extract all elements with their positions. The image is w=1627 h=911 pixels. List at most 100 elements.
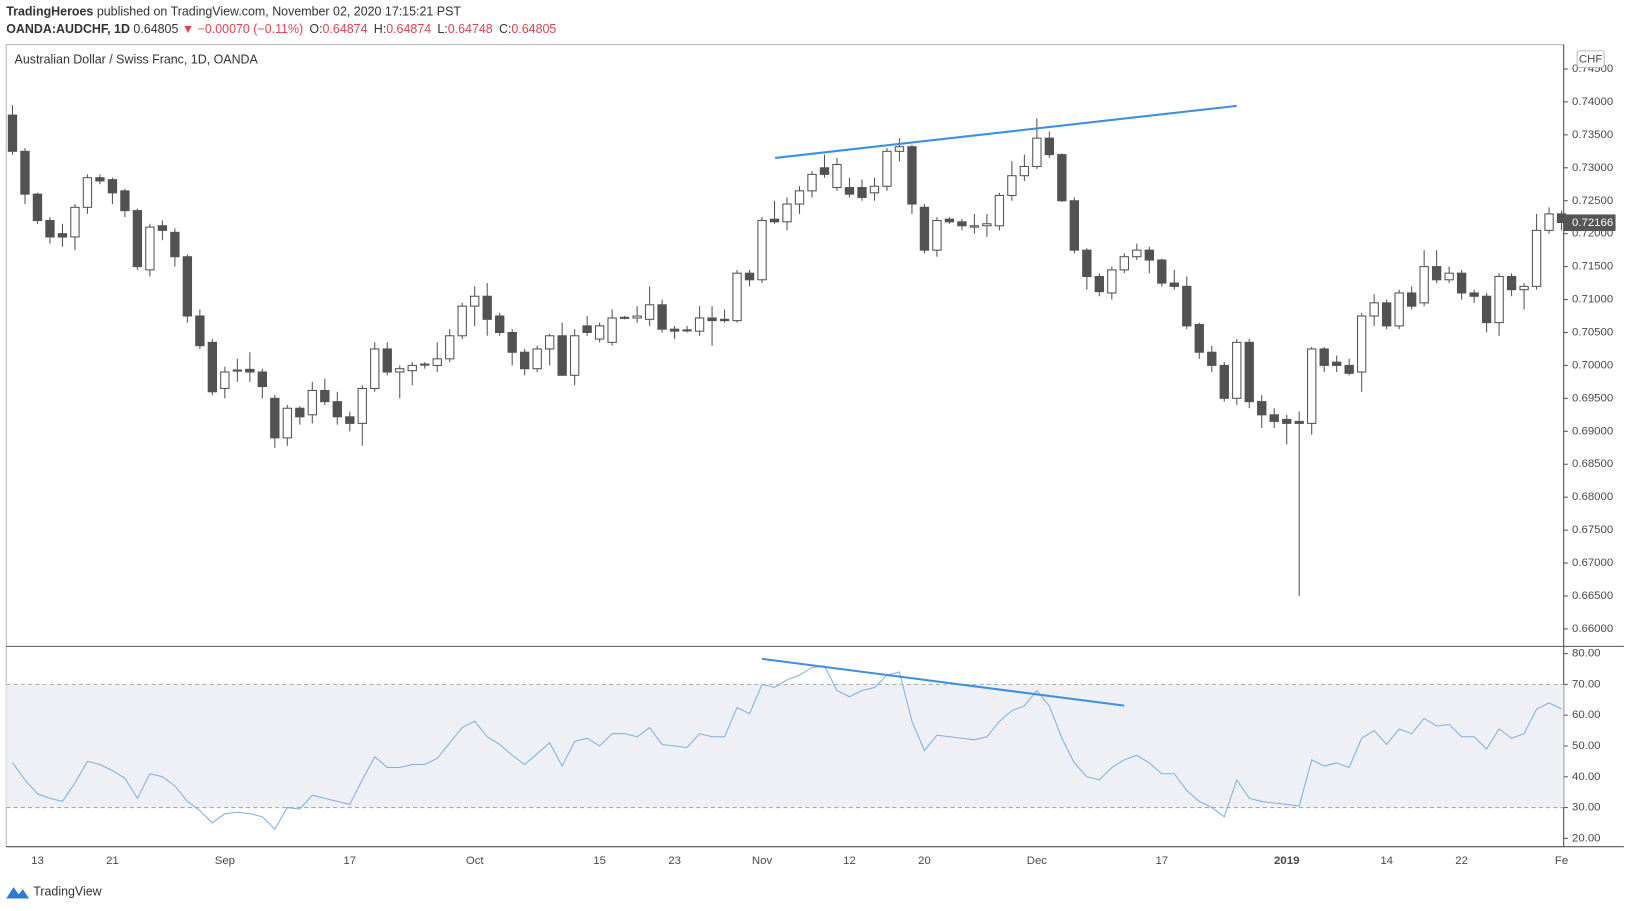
- candle-body: [370, 348, 380, 389]
- ohlc-value: 0.64805: [511, 22, 556, 36]
- candle-body: [1257, 401, 1267, 416]
- candle-body: [1032, 137, 1042, 168]
- candle-body: [1381, 302, 1392, 327]
- candle-body: [782, 203, 792, 223]
- y-tick-label: 0.68000: [1572, 491, 1613, 503]
- candle-body: [1069, 200, 1080, 251]
- candle-body: [482, 295, 492, 320]
- candle-body: [569, 335, 580, 376]
- candle-body: [345, 416, 355, 424]
- candle-body: [832, 163, 842, 189]
- ohlc-key: C:: [499, 22, 511, 36]
- candle-body: [1207, 351, 1217, 366]
- candle-body: [307, 389, 317, 416]
- candle-body: [82, 177, 93, 208]
- candle-body: [357, 387, 367, 424]
- candle-body: [295, 407, 305, 418]
- y-tick-label: 0.68500: [1572, 458, 1613, 470]
- x-tick-label: 17: [1155, 855, 1168, 867]
- x-tick-label: Sep: [215, 855, 235, 867]
- candle-body: [7, 114, 18, 152]
- y-tick-label: 50.00: [1572, 740, 1601, 752]
- header-line: TradingHeroes published on TradingView.c…: [6, 5, 461, 19]
- candle-body: [757, 219, 767, 281]
- candle-body: [32, 193, 43, 222]
- plot: 0.66000 0.66500 0.67000 0.67500 0.68000 0.685…: [6, 63, 1616, 867]
- y-tick-label: 0.70500: [1572, 326, 1613, 338]
- y-tick-label: 0.66500: [1572, 590, 1613, 602]
- candle-body: [1357, 315, 1367, 373]
- x-tick-label: 12: [843, 855, 856, 867]
- x-tick-label: 13: [31, 855, 44, 867]
- symbol-line: OANDA:AUDCHF, 1D 0.64805 ▼ −0.00070 (−0.…: [6, 22, 556, 36]
- candle-body: [694, 317, 705, 332]
- candle-body: [769, 218, 780, 223]
- y-tick-label: 0.71000: [1572, 294, 1613, 306]
- x-tick-label: 15: [593, 855, 606, 867]
- candle-body: [1157, 259, 1167, 284]
- candle-body: [495, 315, 505, 334]
- candle-body: [157, 225, 168, 231]
- candle-body: [732, 272, 742, 322]
- candle-body: [507, 331, 517, 353]
- candle-body: [45, 219, 55, 238]
- y-tick-label: 0.71500: [1572, 261, 1613, 273]
- candle-body: [1406, 292, 1417, 307]
- candle-body: [1494, 275, 1504, 324]
- candle-body: [607, 317, 617, 343]
- candle-body: [869, 185, 880, 194]
- candle-body: [944, 218, 955, 223]
- ohlc-value: 0.64748: [448, 22, 493, 36]
- currency: CHF: [1579, 54, 1602, 66]
- candle-body: [320, 389, 330, 403]
- candle-body: [1057, 154, 1067, 202]
- candle-body: [1469, 292, 1479, 297]
- candle-body: [1044, 137, 1055, 156]
- candle-body: [669, 328, 680, 332]
- ohlc-value: 0.64874: [323, 22, 368, 36]
- last-price-box: [1563, 214, 1616, 232]
- candle-body: [1219, 364, 1229, 399]
- candle-body: [132, 210, 143, 268]
- x-tick-label: Fe: [1555, 855, 1568, 867]
- brand-logo: [6, 887, 30, 899]
- candle-body: [1194, 324, 1204, 353]
- y-tick-label: 0.66000: [1572, 623, 1613, 635]
- symbol: OANDA:AUDCHF, 1D: [6, 22, 130, 36]
- candle-body: [332, 401, 342, 418]
- candle-body: [232, 369, 243, 372]
- candle-body: [57, 233, 68, 238]
- y-tick-label: 0.70000: [1572, 359, 1613, 371]
- x-tick-label: 17: [343, 855, 356, 867]
- candle-body: [182, 256, 193, 317]
- candle-body: [1244, 341, 1254, 403]
- x-tick-label: Nov: [752, 855, 773, 867]
- candle-body: [919, 206, 930, 251]
- candle-body: [594, 325, 605, 340]
- x-tick-label: 23: [668, 855, 681, 867]
- candle-body: [1182, 285, 1192, 327]
- candle-body: [420, 363, 430, 366]
- ohlc-key: H:: [374, 22, 386, 36]
- candle-body: [1319, 348, 1329, 366]
- y-tick-label: 30.00: [1572, 802, 1601, 814]
- candle-body: [170, 231, 180, 258]
- candle-body: [407, 364, 417, 372]
- candle-body: [907, 146, 917, 205]
- candle-body: [582, 325, 592, 334]
- candle-body: [1394, 292, 1404, 327]
- candle-body: [1531, 229, 1542, 287]
- candle-body: [557, 335, 567, 376]
- ohlc-key: O:: [309, 22, 322, 36]
- x-tick-label: Dec: [1027, 855, 1048, 867]
- candle-body: [1144, 249, 1154, 261]
- candle-body: [1107, 269, 1117, 294]
- candle-body: [1082, 249, 1092, 278]
- candle-body: [657, 304, 667, 330]
- candle-body: [1481, 295, 1492, 324]
- candle-body: [1169, 282, 1179, 287]
- candle-body: [1444, 272, 1454, 281]
- candle-body: [707, 317, 717, 322]
